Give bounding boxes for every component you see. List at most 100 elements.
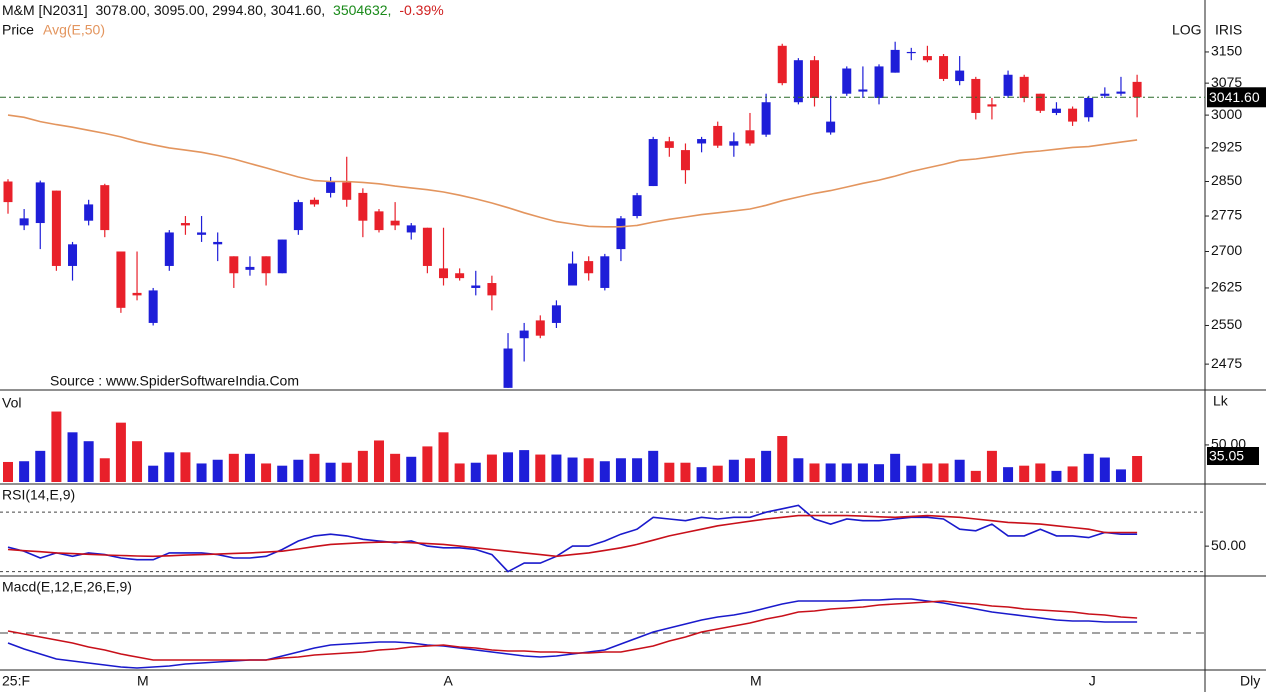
candle-body [810,60,819,98]
y-tick-label: 3075 [1211,74,1242,90]
volume-bar [664,462,675,482]
volume-bar [51,411,62,482]
volume-bar [841,463,852,482]
candle-body [600,256,610,288]
volume-bar [1083,453,1094,482]
candle-body [439,268,449,279]
candle-body [406,225,416,233]
volume-bar [244,453,255,482]
y-tick-label: 2550 [1211,316,1242,332]
candle-body [487,283,497,296]
volume-bar [712,465,723,482]
candle-body [1035,93,1045,111]
candle-body [697,139,707,144]
header: M&M [N2031] 3078.00, 3095.00, 2994.80, 3… [2,2,444,18]
volume-bar [1003,467,1014,482]
x-tick-label: M [137,673,149,689]
volume-bar [341,462,352,482]
volume-bar [922,463,933,482]
candle-body [68,244,78,266]
volume-bar [777,436,788,482]
symbol: M&M [N2031] [2,2,88,18]
candle-body [245,266,255,270]
volume-bar [1115,469,1126,482]
candle-body [955,70,965,82]
panel-title: Macd(E,12,E,26,E,9) [2,579,132,595]
candle-body [680,150,690,171]
candle-body [906,51,916,54]
volume-bar [438,432,449,482]
volume-bar [196,463,207,482]
candle-body [261,256,271,274]
volume-bar [1099,457,1110,482]
candle-body [180,223,190,226]
indicator-line [7,600,1138,661]
indicator-line [7,598,1138,669]
volume-bar [761,450,772,482]
candle-body [503,348,513,388]
volume-bar [632,458,643,482]
candle-body [922,56,932,61]
candle-body [664,141,674,148]
y-tick-label: 2475 [1211,355,1242,371]
candle-body [422,227,432,266]
candle-body [51,190,61,266]
legend-avg: Avg(E,50) [43,22,105,38]
candle-body [842,68,852,94]
candle-body [632,195,642,217]
y-tick-label: 2850 [1211,172,1242,188]
candle-body [164,232,174,266]
volume-bar [406,456,417,482]
candle-body [197,232,207,235]
volume-bar [567,457,578,482]
candle-body [3,181,13,203]
candle-body [471,285,481,288]
candle-body [19,218,29,226]
volume-bar [954,459,965,482]
volume-bar [470,462,481,482]
volume-bar [115,422,126,482]
candle-body [729,141,739,146]
candle-body [390,220,400,226]
scale-label: LOG [1172,22,1202,38]
candle-body [374,211,384,231]
volume-bar [696,467,707,482]
volume-bar [1019,465,1030,482]
volume-bar [373,440,384,482]
candle-body [277,239,287,274]
change: -0.39% [399,2,443,18]
volume-bar [132,441,143,482]
volume-bar [164,452,175,482]
y-tick-label: 2775 [1211,207,1242,223]
candle-body [761,102,771,135]
candle-body [358,192,368,221]
volume: 3504632, [333,2,391,18]
volume-bar [825,463,836,482]
volume-bar [99,458,110,482]
volume-bar [148,465,159,482]
candle-body [293,202,303,231]
legend-price: Price [2,22,34,38]
candle-body [132,292,142,296]
volume-bar [261,463,272,482]
volume-bar [906,465,917,482]
candle-body [342,182,352,200]
last-value-box [1207,87,1266,108]
candle-body [1132,81,1142,98]
volume-bar [615,458,626,482]
volume-bar [583,458,594,482]
volume-bar [1067,466,1078,482]
volume-bar [325,462,336,482]
candle-body [309,199,319,205]
volume-bar [67,432,78,482]
volume-bar [809,463,820,482]
candle-body [116,251,126,308]
volume-bar [519,450,530,482]
candle-body [1084,97,1094,118]
volume-bar [228,453,239,482]
y-tick-label: 3000 [1211,106,1242,122]
candle-body [1100,93,1110,96]
candle-body [616,218,626,250]
volume-bar [1035,463,1046,482]
volume-bar [309,453,320,482]
